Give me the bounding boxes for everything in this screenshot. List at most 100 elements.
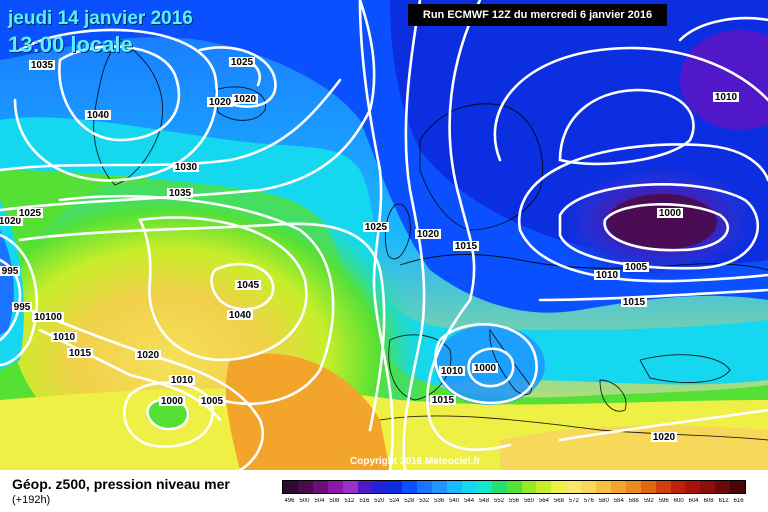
pressure-label-text: 1000 bbox=[659, 208, 682, 219]
color-scale-bar bbox=[282, 480, 746, 494]
pressure-label: 1015 bbox=[430, 395, 456, 406]
color-swatch bbox=[402, 481, 418, 493]
pressure-label-text: 1015 bbox=[623, 297, 646, 308]
isobar-n-1015 bbox=[493, 46, 768, 162]
color-swatch bbox=[685, 481, 701, 493]
pressure-label: 1015 bbox=[621, 297, 647, 308]
model-run-label: Run ECMWF 12Z du mercredi 6 janvier 2016 bbox=[408, 4, 667, 26]
pressure-label-bg bbox=[67, 348, 93, 358]
pressure-label-bg bbox=[657, 208, 683, 218]
pressure-label-text: 1035 bbox=[169, 188, 192, 199]
color-swatch bbox=[476, 481, 492, 493]
color-swatch bbox=[327, 481, 343, 493]
pressure-label: 1020 bbox=[232, 94, 258, 105]
color-swatch bbox=[283, 481, 298, 493]
color-scale-tick: 584 bbox=[613, 498, 624, 504]
pressure-label: 1025 bbox=[17, 208, 43, 219]
pressure-label: 1000 bbox=[657, 208, 683, 219]
pressure-label-bg bbox=[0, 216, 23, 226]
isobar-1045 bbox=[210, 262, 275, 311]
pressure-label: 1005 bbox=[623, 262, 649, 273]
pressure-label-bg bbox=[594, 270, 620, 280]
field-orange-east bbox=[500, 425, 768, 470]
pressure-label: 1010 bbox=[713, 92, 739, 103]
pressure-label-bg bbox=[232, 94, 258, 104]
color-scale-tick: 540 bbox=[449, 498, 460, 504]
pressure-label-text: 1025 bbox=[231, 57, 254, 68]
color-scale-tick: 532 bbox=[419, 498, 430, 504]
color-swatch bbox=[566, 481, 582, 493]
pressure-label: 1000 bbox=[472, 363, 498, 374]
pressure-label-bg bbox=[199, 396, 225, 406]
field-purple-top bbox=[680, 30, 768, 130]
color-swatch bbox=[640, 481, 656, 493]
color-swatch bbox=[461, 481, 477, 493]
color-swatch bbox=[536, 481, 552, 493]
pressure-label: 1025 bbox=[229, 57, 255, 68]
pressure-label: 1035 bbox=[29, 60, 55, 71]
pressure-label: 1010 bbox=[594, 270, 620, 281]
pressure-label-text: 1015 bbox=[432, 395, 455, 406]
color-scale-tick: 556 bbox=[509, 498, 520, 504]
pressure-label: 1010 bbox=[169, 375, 195, 386]
color-swatch bbox=[432, 481, 447, 493]
color-scale-tick: 600 bbox=[673, 498, 684, 504]
pressure-label-bg bbox=[12, 302, 32, 312]
pressure-label: 10100 bbox=[32, 312, 64, 323]
forecast-date: jeudi 14 janvier 2016 bbox=[8, 8, 193, 29]
pressure-label-text: 1005 bbox=[625, 262, 648, 273]
pressure-label: 1000 bbox=[159, 396, 185, 407]
forecast-local-time: 13:00 locale bbox=[8, 32, 133, 57]
pressure-label: 1030 bbox=[173, 162, 199, 173]
pressure-label-text: 1020 bbox=[653, 432, 676, 443]
pressure-label-bg bbox=[472, 363, 498, 373]
isobar-1030 bbox=[0, 78, 342, 172]
field-low-ne-core bbox=[607, 194, 717, 250]
isobar-west-1000 bbox=[0, 233, 38, 367]
color-scale-ticks: 496 500 504 508 512 516 520 524 528 532 536 540 544 5… bbox=[282, 498, 746, 508]
isobar-top-right bbox=[678, 16, 768, 42]
pressure-label-bg bbox=[29, 60, 55, 70]
color-scale-tick: 524 bbox=[389, 498, 400, 504]
color-scale-tick: 508 bbox=[329, 498, 340, 504]
isobar-iceland-1 bbox=[198, 46, 277, 108]
color-scale-tick: 548 bbox=[479, 498, 490, 504]
isobar-se-1020 bbox=[558, 408, 768, 442]
pressure-label: 1020 bbox=[207, 97, 233, 108]
pressure-label-text: 1030 bbox=[175, 162, 198, 173]
color-scale-tick: 608 bbox=[703, 498, 714, 504]
color-swatch bbox=[596, 481, 611, 493]
pressure-label: 1010 bbox=[439, 366, 465, 377]
coast-north-africa bbox=[379, 415, 768, 441]
pressure-label-bg bbox=[363, 222, 389, 232]
color-swatch bbox=[491, 481, 507, 493]
pressure-label: 1020 bbox=[415, 229, 441, 240]
color-swatch bbox=[551, 481, 567, 493]
pressure-label-text: 1015 bbox=[455, 241, 478, 252]
pressure-label: 1020 bbox=[135, 350, 161, 361]
color-scale-tick: 504 bbox=[314, 498, 325, 504]
color-scale-tick: 520 bbox=[374, 498, 385, 504]
color-scale-tick: 592 bbox=[643, 498, 654, 504]
pressure-label-text: 1000 bbox=[474, 363, 497, 374]
color-scale-tick: 576 bbox=[583, 498, 594, 504]
map-title: Géop. z500, pression niveau mer bbox=[12, 476, 230, 492]
pressure-label-text: 1025 bbox=[365, 222, 388, 233]
isobar-italy-low-1010 bbox=[434, 323, 538, 405]
color-scale-tick: 564 bbox=[538, 498, 549, 504]
pressure-label-text: 1045 bbox=[237, 280, 260, 291]
pressure-label-text: 1015 bbox=[69, 348, 92, 359]
coast-black-sea bbox=[639, 354, 731, 383]
pressure-label-bg bbox=[51, 332, 77, 342]
color-scale-tick: 596 bbox=[658, 498, 669, 504]
color-swatch bbox=[610, 481, 626, 493]
color-scale-tick: 528 bbox=[404, 498, 415, 504]
pressure-label-text: 1020 bbox=[137, 350, 160, 361]
color-swatch bbox=[297, 481, 313, 493]
pressure-label-bg bbox=[651, 432, 677, 442]
pressure-label-text: 1040 bbox=[87, 110, 110, 121]
isobar-eur-1025 bbox=[358, 0, 395, 470]
pressure-label-bg bbox=[453, 241, 479, 251]
isobar-eur-1020 bbox=[402, 0, 426, 470]
